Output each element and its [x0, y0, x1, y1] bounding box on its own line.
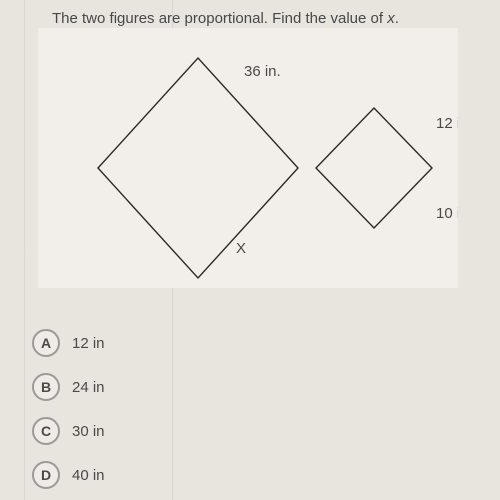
answer-choices: A 12 in B 24 in C 30 in D 40 in [32, 322, 105, 498]
question-text: The two figures are proportional. Find t… [52, 10, 399, 27]
answer-option[interactable]: C 30 in [32, 410, 105, 452]
answer-bubble[interactable]: A [32, 329, 60, 357]
answer-bubble[interactable]: B [32, 373, 60, 401]
answer-label: 30 in [72, 423, 105, 440]
figure-label: 10 in. [436, 205, 458, 222]
answer-letter: B [41, 379, 51, 395]
question-variable: x [387, 10, 395, 27]
answer-bubble[interactable]: D [32, 461, 60, 489]
answer-option[interactable]: A 12 in [32, 322, 105, 364]
answer-letter: D [41, 467, 51, 483]
answer-label: 24 in [72, 379, 105, 396]
answer-bubble[interactable]: C [32, 417, 60, 445]
answer-letter: A [41, 335, 51, 351]
answer-label: 40 in [72, 467, 105, 484]
answer-option[interactable]: B 24 in [32, 366, 105, 408]
question-prefix: The two figures are proportional. Find t… [52, 10, 387, 27]
figure-label: X [236, 240, 246, 257]
answer-label: 12 in [72, 335, 105, 352]
figure-label: 12 in. [436, 115, 458, 132]
question-suffix: . [395, 10, 399, 27]
answer-letter: C [41, 423, 51, 439]
figure-svg: 36 in. X 12 in. 10 in. [38, 28, 458, 288]
figure-area: 36 in. X 12 in. 10 in. [38, 28, 458, 288]
worksheet-page: The two figures are proportional. Find t… [0, 0, 500, 500]
answer-option[interactable]: D 40 in [32, 454, 105, 496]
figure-label: 36 in. [244, 63, 281, 80]
